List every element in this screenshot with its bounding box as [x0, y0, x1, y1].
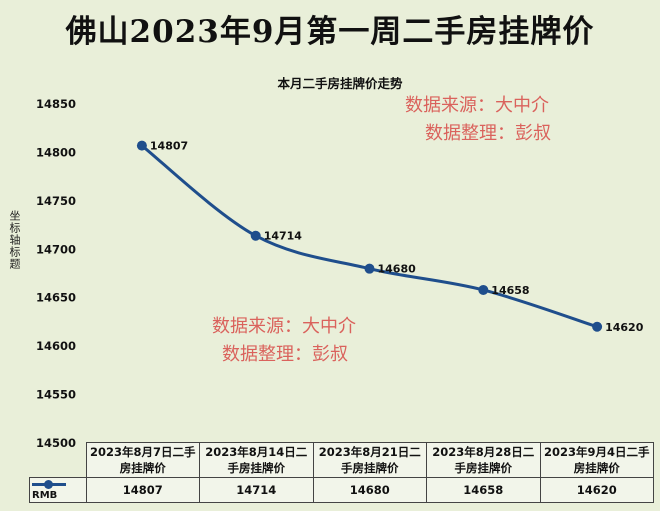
table-value: 14658: [426, 477, 541, 503]
watermark-top: 数据来源：大中介 数据整理：彭叔: [405, 92, 551, 148]
y-tick-label: 14550: [36, 388, 76, 402]
watermark-source: 数据来源：大中介: [405, 95, 549, 116]
data-label: 14714: [264, 230, 303, 243]
category-label: 2023年8月7日二手房挂牌价: [85, 442, 200, 478]
category-label: 2023年9月4日二手房挂牌价: [539, 442, 654, 478]
table-value: 14680: [312, 477, 427, 503]
y-tick-label: 14850: [36, 97, 76, 111]
table-value: 14620: [539, 477, 654, 503]
data-label: 14620: [605, 321, 644, 334]
data-table-corner: [29, 442, 87, 478]
watermark-author: 数据整理：彭叔: [425, 123, 551, 144]
y-tick-label: 14750: [36, 194, 76, 208]
category-label: 2023年8月14日二手房挂牌价: [199, 442, 314, 478]
data-label: 14680: [378, 263, 417, 276]
y-tick-label: 14800: [36, 145, 76, 159]
watermark-source: 数据来源：大中介: [212, 316, 356, 337]
chart-title: 本月二手房挂牌价走势: [277, 76, 403, 91]
category-label: 2023年8月28日二手房挂牌价: [426, 442, 541, 478]
series-rmb: 14807 14714 14680 14658 14620: [136, 140, 644, 334]
data-table-header-row: 2023年8月7日二手房挂牌价 2023年8月14日二手房挂牌价 2023年8月…: [29, 442, 654, 478]
legend-label: RMB: [32, 490, 58, 501]
data-label: 14658: [491, 284, 529, 297]
main-title: 佛山2023年9月第一周二手房挂牌价: [65, 14, 595, 50]
y-tick-label: 14700: [36, 242, 76, 256]
data-label: 14807: [150, 140, 188, 153]
watermark-author: 数据整理：彭叔: [222, 344, 348, 365]
y-tick-label: 14600: [36, 339, 76, 353]
data-table: 2023年8月7日二手房挂牌价 2023年8月14日二手房挂牌价 2023年8月…: [29, 442, 654, 503]
y-axis-title: 坐标轴标题: [8, 210, 21, 270]
legend-line-icon: [32, 479, 66, 489]
data-table-value-row: RMB 14807 14714 14680 14658 14620: [29, 477, 654, 503]
legend-entry: RMB: [29, 477, 87, 503]
data-point: [250, 230, 261, 241]
data-point: [136, 140, 147, 151]
category-label: 2023年8月21日二手房挂牌价: [312, 442, 427, 478]
table-value: 14714: [199, 477, 314, 503]
watermark-middle: 数据来源：大中介 数据整理：彭叔: [212, 313, 356, 369]
y-tick-label: 14650: [36, 291, 76, 305]
data-point: [478, 284, 489, 295]
data-point: [592, 321, 603, 332]
table-value: 14807: [85, 477, 200, 503]
series-line: [140, 144, 598, 329]
data-point: [364, 263, 375, 274]
